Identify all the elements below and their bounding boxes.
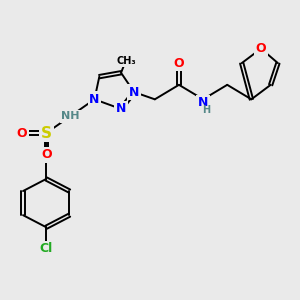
- Text: N: N: [89, 93, 100, 106]
- Text: O: O: [256, 42, 266, 55]
- Text: NH: NH: [61, 111, 80, 121]
- Text: O: O: [17, 127, 27, 140]
- Text: H: H: [202, 105, 210, 115]
- Text: Cl: Cl: [40, 242, 53, 256]
- Text: O: O: [174, 57, 184, 70]
- Text: S: S: [41, 126, 52, 141]
- Text: N: N: [116, 103, 126, 116]
- Text: CH₃: CH₃: [116, 56, 136, 66]
- Text: N: N: [198, 96, 208, 109]
- Text: N: N: [129, 85, 139, 99]
- Text: O: O: [41, 148, 52, 161]
